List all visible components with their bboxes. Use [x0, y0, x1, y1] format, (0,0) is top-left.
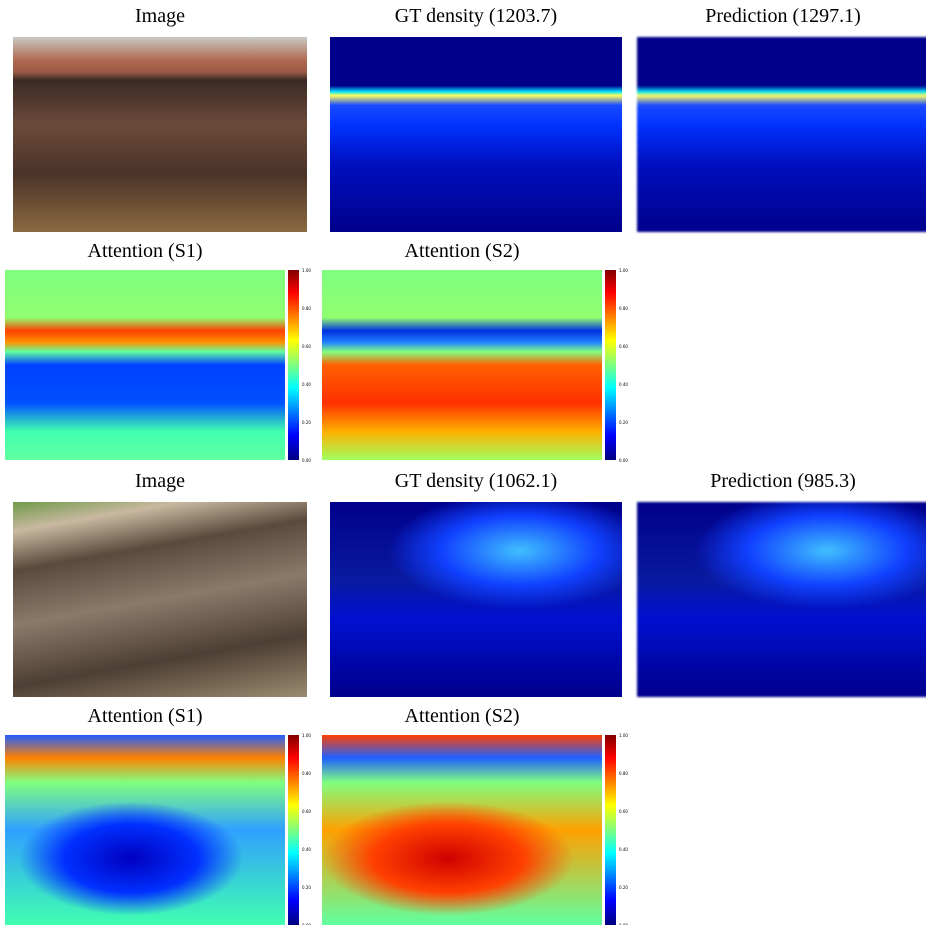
colorbar	[605, 735, 616, 925]
colorbar-tick-label: 0.60	[302, 809, 311, 814]
attention-map	[5, 735, 285, 925]
panel-title: Attention (S1)	[87, 705, 203, 727]
colorbar-tick-label: 0.00	[619, 923, 628, 925]
colorbar-tick-label: 0.20	[302, 420, 311, 425]
panel-title: Attention (S2)	[404, 705, 520, 727]
colorbar-tick-label: 0.80	[619, 771, 628, 776]
panel-title: Image	[135, 5, 185, 27]
panel-title: Prediction (1297.1)	[705, 5, 861, 27]
colorbar-tick-label: 0.20	[619, 420, 628, 425]
colorbar-tick-label: 0.80	[302, 306, 311, 311]
colorbar-tick-label: 1.00	[302, 268, 311, 273]
attention-map	[322, 270, 602, 460]
colorbar	[288, 270, 299, 460]
colorbar-tick-label: 0.40	[619, 382, 628, 387]
colorbar-tick-label: 0.20	[302, 885, 311, 890]
colorbar-tick-label: 0.40	[302, 382, 311, 387]
density-map	[637, 502, 926, 697]
colorbar-tick-label: 0.00	[619, 458, 628, 463]
colorbar-tick-label: 0.40	[619, 847, 628, 852]
colorbar-tick-label: 1.00	[619, 733, 628, 738]
colorbar	[288, 735, 299, 925]
colorbar-tick-label: 0.40	[302, 847, 311, 852]
colorbar-tick-label: 0.80	[619, 306, 628, 311]
attention-map	[5, 270, 285, 460]
panel-title: Attention (S2)	[404, 240, 520, 262]
colorbar-tick-label: 0.00	[302, 458, 311, 463]
colorbar-tick-label: 0.60	[302, 344, 311, 349]
colorbar-tick-label: 0.80	[302, 771, 311, 776]
density-map	[330, 502, 622, 697]
photo	[13, 502, 307, 697]
panel-title: Prediction (985.3)	[710, 470, 856, 492]
colorbar-tick-label: 1.00	[302, 733, 311, 738]
panel-title: Attention (S1)	[87, 240, 203, 262]
colorbar	[605, 270, 616, 460]
attention-map	[322, 735, 602, 925]
panel-title: GT density (1062.1)	[394, 470, 558, 492]
photo	[13, 37, 307, 232]
panel-title: Image	[135, 470, 185, 492]
colorbar-tick-label: 0.60	[619, 344, 628, 349]
panel-title: GT density (1203.7)	[394, 5, 558, 27]
density-map	[330, 37, 622, 232]
colorbar-tick-label: 0.00	[302, 923, 311, 925]
colorbar-tick-label: 0.60	[619, 809, 628, 814]
colorbar-tick-label: 0.20	[619, 885, 628, 890]
colorbar-tick-label: 1.00	[619, 268, 628, 273]
density-map	[637, 37, 926, 232]
